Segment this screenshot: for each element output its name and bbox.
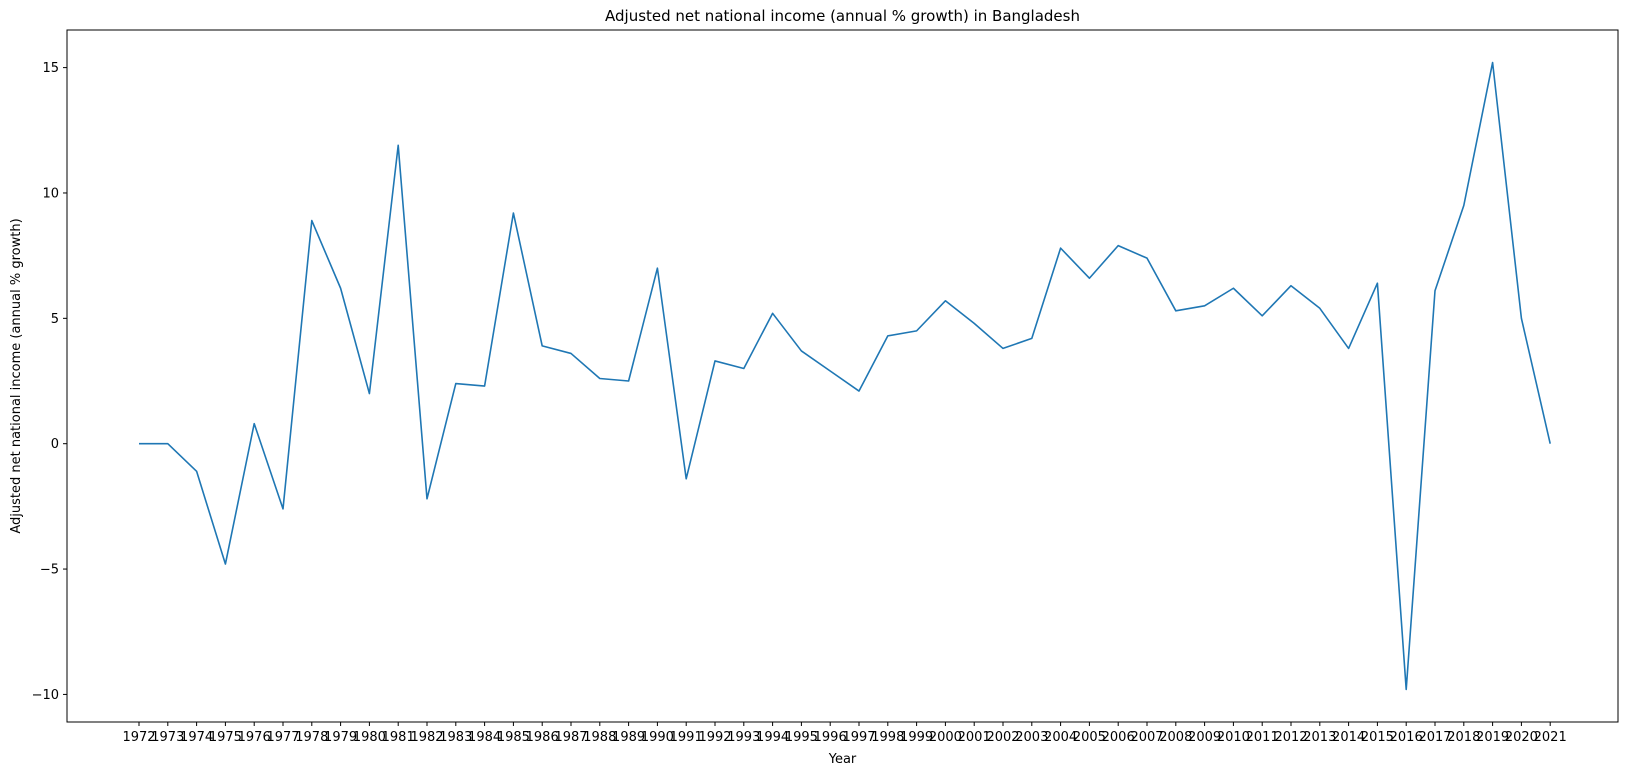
y-tick-label: 15 — [42, 61, 59, 76]
x-tick-label: 2017 — [1418, 730, 1451, 745]
x-tick-label: 2001 — [958, 730, 991, 745]
x-tick-label: 1994 — [756, 730, 789, 745]
x-tick-label: 2002 — [986, 730, 1019, 745]
x-tick-label: 2007 — [1130, 730, 1163, 745]
x-tick-label: 1991 — [670, 730, 703, 745]
x-tick-label: 2011 — [1246, 730, 1279, 745]
x-tick-label: 1981 — [382, 730, 415, 745]
x-tick-label: 2016 — [1390, 730, 1423, 745]
x-tick-label: 1989 — [612, 730, 645, 745]
x-tick-label: 1985 — [497, 730, 530, 745]
x-axis-label: Year — [828, 752, 857, 767]
y-tick-label: 10 — [42, 186, 59, 201]
x-tick-label: 1980 — [353, 730, 386, 745]
x-tick-label: 1986 — [526, 730, 559, 745]
x-tick-label: 2015 — [1361, 730, 1394, 745]
x-tick-label: 1990 — [641, 730, 674, 745]
x-tick-label: 2006 — [1102, 730, 1135, 745]
x-tick-label: 2021 — [1534, 730, 1567, 745]
x-tick-label: 2005 — [1073, 730, 1106, 745]
plot-frame — [66, 29, 1619, 723]
x-tick-label: 1979 — [324, 730, 357, 745]
x-tick-label: 1982 — [410, 730, 443, 745]
y-axis-ticks: −10 −5 0 5 10 15 — [32, 61, 67, 703]
x-tick-label: 1978 — [295, 730, 328, 745]
x-tick-label: 2000 — [929, 730, 962, 745]
x-tick-label: 2020 — [1505, 730, 1538, 745]
x-tick-label: 1988 — [583, 730, 616, 745]
x-tick-label: 1997 — [842, 730, 875, 745]
x-tick-label: 1977 — [266, 730, 299, 745]
x-tick-label: 1992 — [698, 730, 731, 745]
x-tick-label: 1993 — [727, 730, 760, 745]
x-tick-label: 2014 — [1332, 730, 1365, 745]
series-line — [139, 61, 1551, 691]
x-tick-label: 2019 — [1476, 730, 1509, 745]
x-tick-label: 2013 — [1303, 730, 1336, 745]
x-tick-label: 2008 — [1159, 730, 1192, 745]
x-tick-label: 1996 — [814, 730, 847, 745]
y-tick-label: −10 — [32, 688, 59, 703]
y-axis-label: Adjusted net national income (annual % g… — [9, 218, 24, 533]
y-tick-label: −5 — [40, 563, 59, 578]
x-tick-label: 1974 — [180, 730, 213, 745]
x-tick-label: 2009 — [1188, 730, 1221, 745]
x-tick-label: 1973 — [151, 730, 184, 745]
y-tick-label: 0 — [51, 437, 59, 452]
x-tick-label: 1983 — [439, 730, 472, 745]
x-tick-label: 1976 — [238, 730, 271, 745]
x-tick-label: 1972 — [122, 730, 155, 745]
x-tick-label: 1975 — [209, 730, 242, 745]
x-tick-label: 2012 — [1274, 730, 1307, 745]
x-tick-label: 2018 — [1447, 730, 1480, 745]
x-tick-label: 1987 — [554, 730, 587, 745]
x-tick-label: 2003 — [1015, 730, 1048, 745]
x-tick-label: 2010 — [1217, 730, 1250, 745]
y-tick-label: 5 — [51, 312, 59, 327]
x-axis-ticks: 1972197319741975197619771978197919801981… — [122, 722, 1567, 745]
x-tick-label: 1984 — [468, 730, 501, 745]
x-tick-label: 1999 — [900, 730, 933, 745]
chart-title: Adjusted net national income (annual % g… — [605, 7, 1080, 25]
x-tick-label: 1995 — [785, 730, 818, 745]
x-tick-label: 2004 — [1044, 730, 1077, 745]
x-tick-label: 1998 — [871, 730, 904, 745]
